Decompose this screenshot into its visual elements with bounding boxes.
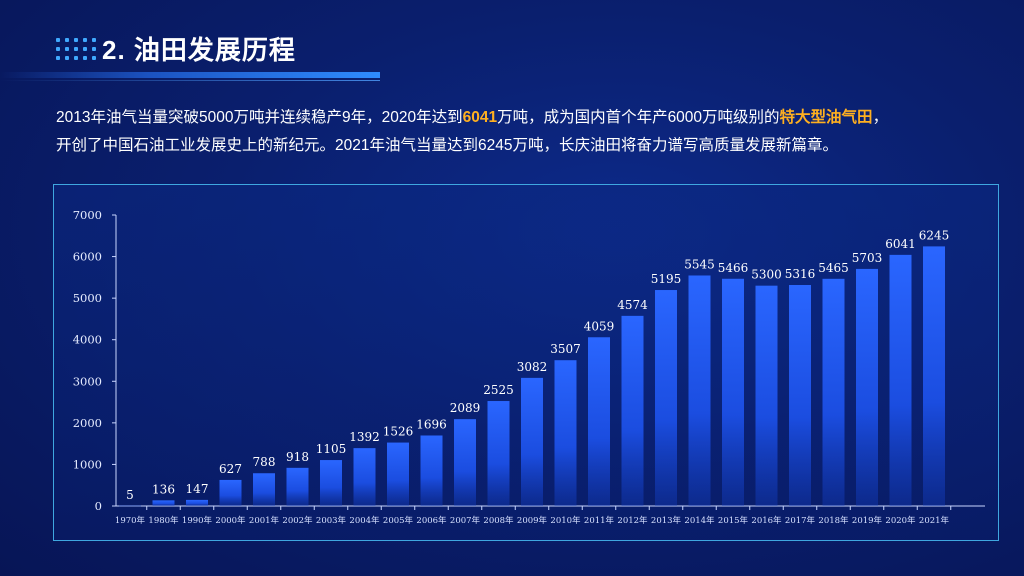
bar [119,505,141,507]
para-line1-part2: 万吨，成为国内首个年产6000万吨级别的 [497,109,780,126]
data-label: 147 [186,482,209,496]
x-tick-label: 2002年 [282,515,313,526]
data-label: 1392 [349,430,380,444]
x-tick-label: 2015年 [718,515,749,526]
data-label: 3082 [517,360,548,374]
para-line1-part3: ， [872,109,889,126]
data-label: 3507 [550,342,581,356]
bar [420,435,443,506]
x-tick-label: 2018年 [818,515,849,526]
bar [755,285,778,506]
y-tick-label: 3000 [73,374,102,388]
bar [286,467,309,506]
data-label: 6041 [885,237,916,251]
data-label: 627 [219,462,242,476]
x-tick-label: 2010年 [550,515,581,526]
x-tick-label: 2000年 [215,515,246,526]
data-label: 4574 [617,298,648,312]
y-tick-label: 5000 [73,291,102,305]
data-label: 1696 [416,417,447,431]
data-label: 1105 [316,442,347,456]
x-tick-label: 2020年 [885,515,916,526]
x-tick-label: 2007年 [450,515,481,526]
data-label: 5 [126,488,134,502]
bar [454,419,476,506]
bar [387,442,409,506]
bar [822,278,845,506]
bar [521,377,543,506]
data-label: 5195 [651,272,682,286]
x-tick-label: 1990年 [182,515,213,526]
data-label: 788 [253,455,276,469]
x-tick-label: 2017年 [785,515,816,526]
data-label: 5466 [718,261,749,275]
data-label: 5300 [751,268,782,282]
y-tick-label: 2000 [73,416,102,430]
bar [856,268,878,506]
x-tick-label: 1970年 [115,515,146,526]
bar [353,448,376,506]
title-underline [0,72,380,78]
y-tick-label: 7000 [73,208,102,222]
bar [655,290,677,506]
bar [923,246,945,507]
x-tick-label: 2003年 [316,515,347,526]
x-tick-label: 1980年 [148,515,179,526]
para-highlight-field: 特大型油气田 [779,109,873,126]
x-tick-label: 2021年 [919,515,950,526]
bar [152,500,175,506]
x-tick-label: 2005年 [383,515,414,526]
data-label: 5545 [684,257,715,271]
para-line2: 开创了中国石油工业发展史上的新纪元。2021年油气当量达到6245万吨，长庆油田… [56,137,838,154]
bar [320,460,342,506]
para-highlight-output: 6041 [462,109,498,126]
y-tick-label: 0 [95,499,102,513]
intro-paragraph: 2013年油气当量突破5000万吨并连续稳产9年，2020年达到6041万吨，成… [56,104,996,160]
data-label: 1526 [383,425,414,439]
bar [588,337,610,506]
title-dots-icon [56,38,96,62]
bar [487,401,510,506]
y-tick-label: 6000 [73,250,102,264]
y-tick-label: 1000 [73,457,102,471]
x-tick-label: 2004年 [349,515,380,526]
bar [789,285,811,506]
x-tick-label: 2001年 [249,515,280,526]
x-tick-label: 2011年 [584,515,615,526]
page-title: 2. 油田发展历程 [102,35,296,65]
data-label: 2525 [483,383,514,397]
data-label: 2089 [450,401,481,415]
bar [621,315,644,506]
x-tick-label: 2016年 [751,515,782,526]
title-underline-thin [0,80,380,81]
data-label: 5465 [818,261,849,275]
data-label: 4059 [584,319,615,333]
bar [253,473,275,506]
data-label: 5316 [785,267,816,281]
y-tick-label: 4000 [73,333,102,347]
x-tick-label: 2012年 [617,515,648,526]
data-label: 918 [286,450,309,464]
x-tick-label: 2014年 [684,515,715,526]
x-tick-label: 2006年 [416,515,447,526]
data-label: 6245 [919,228,950,242]
bar [186,499,208,506]
x-tick-label: 2008年 [483,515,514,526]
x-tick-label: 2019年 [852,515,883,526]
bar [889,254,912,506]
x-tick-label: 2009年 [517,515,548,526]
x-tick-label: 2013年 [651,515,682,526]
data-label: 136 [152,482,175,496]
data-label: 5703 [852,251,883,265]
bar [722,278,744,506]
para-line1-part1: 2013年油气当量突破5000万吨并连续稳产9年，2020年达到 [56,109,463,126]
bar [688,275,711,506]
bar [554,360,577,506]
bar [219,479,242,506]
